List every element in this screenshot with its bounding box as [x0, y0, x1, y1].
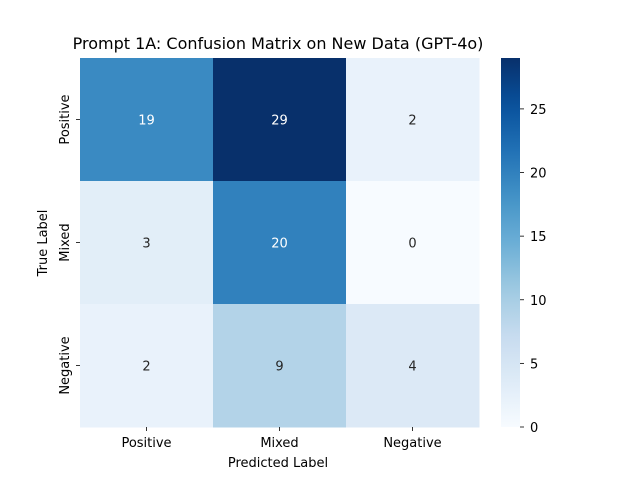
- cell-value-label: 9: [275, 360, 283, 375]
- heatmap-cells: 19 29 23 20 02 9 4: [80, 58, 480, 428]
- y-tick-label: Positive: [58, 94, 73, 144]
- y-axis-ticks: Positive Mixed Negative: [58, 94, 80, 395]
- x-tick-label: Negative: [383, 436, 441, 451]
- colorbar-tick-label: 10: [530, 294, 547, 309]
- heatmap-cell: [346, 181, 480, 305]
- heatmap-cell: [346, 58, 480, 182]
- heatmap-cell: [80, 181, 214, 305]
- cell-value-label: 4: [408, 360, 416, 375]
- cell-value-label: 3: [142, 237, 150, 252]
- colorbar-tick-label: 25: [530, 103, 547, 118]
- chart-title: Prompt 1A: Confusion Matrix on New Data …: [73, 34, 484, 53]
- heatmap-cell: [80, 304, 214, 428]
- heatmap-cell: [213, 304, 347, 428]
- colorbar-tick-label: 15: [530, 230, 547, 245]
- cell-value-label: 29: [271, 114, 288, 129]
- heatmap-cell: [213, 181, 347, 305]
- heatmap-cell: [213, 58, 347, 182]
- heatmap-cell: [346, 304, 480, 428]
- cell-value-label: 0: [408, 237, 416, 252]
- y-axis-label: True Label: [36, 210, 51, 278]
- cell-value-label: 19: [138, 114, 155, 129]
- x-axis-label: Predicted Label: [228, 456, 328, 471]
- heatmap-cell: [80, 58, 214, 182]
- cell-value-label: 20: [271, 237, 288, 252]
- colorbar-tick-label: 20: [530, 167, 547, 182]
- cell-value-label: 2: [408, 114, 416, 129]
- y-tick-label: Mixed: [58, 223, 73, 261]
- colorbar-tick-label: 0: [530, 421, 538, 436]
- x-tick-label: Mixed: [260, 436, 298, 451]
- x-tick-label: Positive: [121, 436, 171, 451]
- colorbar-tick-label: 5: [530, 357, 538, 372]
- colorbar: 0 5 10 15 20 25: [501, 58, 547, 436]
- y-tick-label: Negative: [58, 336, 73, 394]
- colorbar-gradient: [501, 58, 520, 427]
- x-axis-ticks: Positive Mixed Negative: [121, 427, 442, 451]
- cell-value-label: 2: [142, 360, 150, 375]
